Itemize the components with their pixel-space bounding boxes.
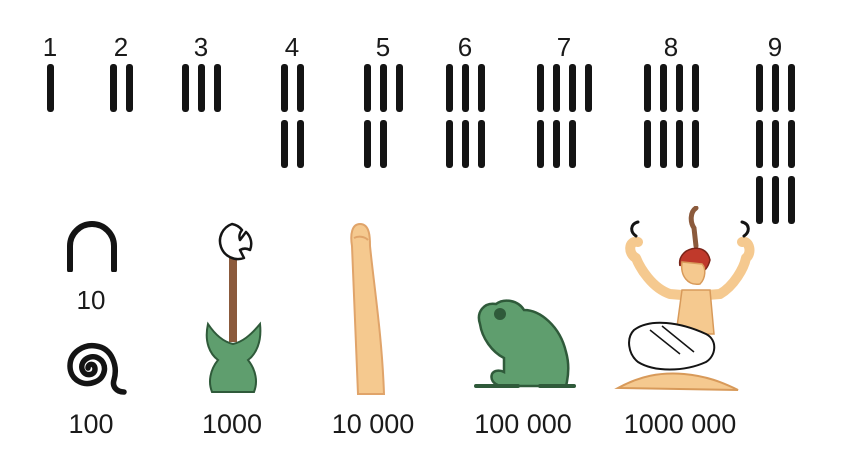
stroke	[787, 120, 795, 168]
stroke	[379, 64, 387, 112]
stroke	[771, 64, 779, 112]
stroke	[659, 64, 667, 112]
power-label-1000: 1000	[201, 409, 263, 439]
unit-label-9: 9	[767, 32, 783, 62]
stroke-gap	[396, 120, 403, 168]
power-label-10000: 10 000	[331, 409, 415, 439]
stroke	[445, 120, 453, 168]
stroke-gap	[585, 120, 592, 168]
stroke	[552, 64, 560, 112]
stroke	[771, 176, 779, 224]
stroke	[536, 120, 544, 168]
frog-icon	[474, 299, 576, 388]
stroke	[643, 120, 651, 168]
stroke	[280, 64, 288, 112]
stroke	[296, 64, 304, 112]
unit-label-6: 6	[457, 32, 473, 62]
unit-strokes-1	[46, 64, 54, 112]
unit-label-8: 8	[663, 32, 679, 62]
heel-bone-icon	[67, 221, 117, 272]
unit-strokes-5	[363, 64, 403, 168]
stroke	[461, 64, 469, 112]
stroke	[477, 64, 485, 112]
stroke	[109, 64, 117, 112]
stroke	[197, 64, 205, 112]
stroke	[691, 64, 699, 112]
stroke	[568, 120, 576, 168]
coil-of-rope-icon	[67, 342, 127, 395]
stroke	[659, 120, 667, 168]
stroke	[568, 64, 576, 112]
unit-label-5: 5	[375, 32, 391, 62]
power-label-100: 100	[68, 409, 114, 439]
unit-strokes-3	[181, 64, 221, 112]
stroke	[755, 64, 763, 112]
power-label-1000000: 1000 000	[623, 409, 737, 439]
unit-strokes-2	[109, 64, 133, 112]
stroke	[379, 120, 387, 168]
stroke	[755, 120, 763, 168]
stroke	[675, 120, 683, 168]
unit-strokes-8	[643, 64, 699, 168]
stroke	[477, 120, 485, 168]
stroke	[675, 64, 683, 112]
stroke	[363, 64, 371, 112]
stroke	[213, 64, 221, 112]
finger-icon	[350, 222, 386, 395]
unit-label-2: 2	[113, 32, 129, 62]
stroke	[536, 64, 544, 112]
power-label-10: 10	[76, 285, 106, 315]
unit-strokes-9	[755, 64, 795, 224]
stroke	[771, 120, 779, 168]
stroke	[461, 120, 469, 168]
unit-strokes-6	[445, 64, 485, 168]
stroke	[643, 64, 651, 112]
stroke	[181, 64, 189, 112]
heh-god-icon	[614, 206, 755, 391]
stroke	[584, 64, 592, 112]
stroke	[395, 64, 403, 112]
lotus-flower-icon	[205, 222, 262, 393]
unit-label-7: 7	[556, 32, 572, 62]
unit-strokes-7	[536, 64, 592, 168]
stroke	[280, 120, 288, 168]
stroke	[296, 120, 304, 168]
stroke	[787, 176, 795, 224]
stroke	[363, 120, 371, 168]
stroke	[787, 64, 795, 112]
stroke	[46, 64, 54, 112]
stroke	[445, 64, 453, 112]
unit-strokes-4	[280, 64, 304, 168]
stroke	[125, 64, 133, 112]
unit-label-1: 1	[42, 32, 58, 62]
unit-label-3: 3	[193, 32, 209, 62]
stroke	[691, 120, 699, 168]
unit-label-4: 4	[284, 32, 300, 62]
power-label-100000: 100 000	[474, 409, 572, 439]
stroke	[552, 120, 560, 168]
stroke	[755, 176, 763, 224]
